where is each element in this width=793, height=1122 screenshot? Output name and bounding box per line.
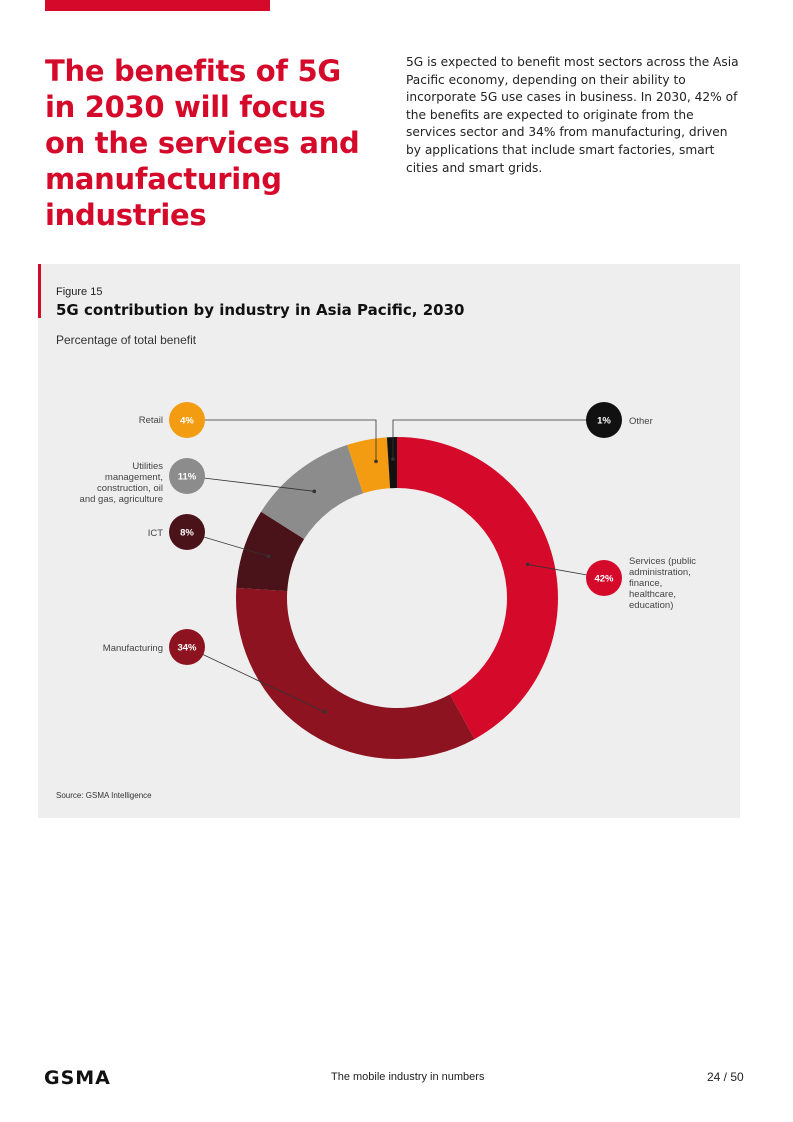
value-bubble-2 — [169, 514, 205, 550]
value-label-5: 1% — [597, 416, 611, 427]
value-label-0: 42% — [594, 574, 614, 585]
figure-source: Source: GSMA Intelligence — [56, 791, 152, 800]
leader-line-1 — [186, 646, 325, 713]
value-bubble-0 — [586, 560, 622, 596]
leader-dot-2 — [266, 554, 271, 559]
leader-line-5 — [392, 419, 604, 460]
donut-slice-0 — [397, 437, 558, 740]
leader-line-4 — [187, 419, 377, 462]
figure-subtitle: Percentage of total benefit — [56, 333, 197, 347]
donut-slice-1 — [236, 587, 475, 759]
leader-line-3 — [186, 475, 315, 492]
value-label-1: 34% — [177, 643, 197, 654]
value-label-4: 4% — [180, 416, 194, 427]
value-bubble-5 — [586, 402, 622, 438]
top-accent-bar — [45, 0, 270, 11]
category-label-4: Retail — [139, 415, 163, 426]
value-bubble-3 — [169, 458, 205, 494]
intro-paragraph: 5G is expected to benefit most sectors a… — [406, 55, 739, 175]
category-label-5: Other — [629, 416, 653, 427]
value-label-2: 8% — [180, 528, 194, 539]
page-number: 24 / 50 — [707, 1070, 744, 1084]
donut-slice-4 — [347, 437, 391, 494]
leader-dot-5 — [391, 457, 395, 461]
donut-slice-5 — [386, 437, 397, 489]
category-label-3: Utilities management, construction, oil and… — [80, 461, 164, 505]
donut-slice-3 — [261, 444, 364, 540]
value-label-3: 11% — [178, 472, 197, 483]
figure-accent-bar — [38, 264, 41, 318]
value-bubble-4 — [169, 402, 205, 438]
figure-label: Figure 15 — [56, 286, 103, 298]
leader-dot-0 — [525, 562, 530, 567]
category-label-1: Manufacturing — [103, 643, 163, 654]
leader-dot-1 — [322, 710, 327, 714]
donut-slice-2 — [236, 511, 305, 592]
gsma-logo: GSMA — [44, 1067, 111, 1089]
page-headline: The benefits of 5G in 2030 will focus on… — [45, 54, 360, 232]
value-bubble-1 — [169, 629, 205, 665]
category-label-2: ICT — [148, 528, 164, 539]
figure-title: 5G contribution by industry in Asia Paci… — [56, 301, 465, 319]
leader-dot-3 — [312, 489, 317, 494]
footer-title: The mobile industry in numbers — [331, 1071, 485, 1083]
leader-dot-4 — [374, 459, 378, 464]
category-label-0: Services (public administration, finance, h… — [629, 556, 696, 611]
